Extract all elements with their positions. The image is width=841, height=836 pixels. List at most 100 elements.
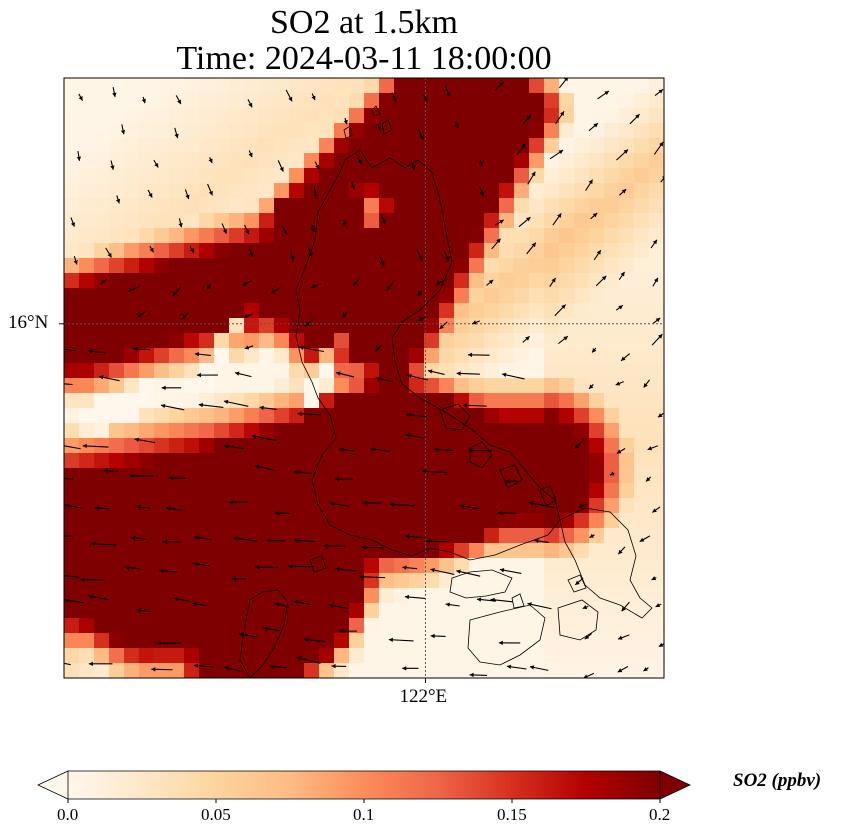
wind-vector [454,121,459,128]
map-frame [63,77,665,679]
wind-vector [90,541,117,547]
wind-vector [522,335,530,343]
wind-vector [248,150,253,158]
wind-vector [469,672,488,678]
wind-vector [172,286,182,297]
wind-vector [270,286,281,294]
wind-vector [64,477,74,480]
wind-vector [76,150,82,161]
wind-vector [156,641,182,646]
wind-vector [352,277,361,287]
wind-vector [265,538,285,543]
wind-vector [255,565,279,570]
coastline-6 [371,105,381,117]
wind-vector [206,284,211,290]
wind-vector [653,141,664,155]
wind-vector [342,220,347,227]
coastline-1 [439,403,471,431]
wind-vector [124,565,141,570]
gridlines [64,78,664,678]
wind-vector [609,471,615,476]
wind-vector [421,469,448,474]
wind-vector [105,247,112,258]
wind-vector [80,577,105,583]
wind-vector [434,447,454,452]
wind-vector [376,124,381,131]
wind-vector [192,601,207,607]
wind-vector [490,597,513,603]
wind-vector [65,503,83,509]
wind-vector [259,405,277,410]
wind-vector [251,434,277,442]
wind-vector [82,443,109,449]
colorbar-tick-label: 0.1 [353,805,375,824]
wind-vector [479,186,485,197]
lon-tick-label: 122°E [399,686,448,707]
wind-vector [629,113,640,125]
wind-vector [593,249,602,261]
wind-vector [189,245,195,253]
wind-vector [417,128,424,141]
wind-vector [655,603,662,608]
wind-vector [664,119,675,126]
wind-vector [357,157,363,165]
wind-vector [136,608,152,613]
wind-vector [574,577,584,586]
wind-vector [110,160,115,170]
wind-vector [141,96,146,104]
coastline-5 [381,119,393,135]
wind-vector [522,114,532,125]
wind-vector [159,568,178,573]
wind-vector [527,171,536,185]
wind-vector [651,576,657,581]
lat-tick-label: 16°N [8,311,49,333]
wind-vector [193,561,211,567]
wind-vector [162,539,182,544]
wind-vector [194,351,211,357]
wind-vector [643,667,649,672]
wind-vector [402,666,419,671]
chart-title: SO2 at 1.5km [270,4,458,41]
wind-vector [311,93,316,101]
wind-vector [64,445,81,450]
wind-vector [175,95,182,105]
wind-vector [534,538,549,544]
wind-vector [375,376,393,383]
wind-vector [456,569,481,577]
wind-vector [494,81,504,91]
wind-vector [120,124,126,135]
wind-vector [151,667,173,672]
wind-vector [657,412,664,418]
wind-vector [310,283,322,289]
wind-vector [370,447,391,453]
wind-vector [293,599,312,606]
colorbar-gradient [68,771,660,799]
coastline-15 [567,574,587,593]
wind-vector [241,280,253,286]
wind-vector [652,277,659,287]
wind-vector [263,626,280,632]
wind-vector [207,183,213,196]
wind-vector [386,281,395,291]
wind-vector [343,117,348,125]
wind-vector [194,535,213,541]
wind-vector [228,499,248,505]
wind-vector [310,224,316,233]
wind-vector [247,99,253,108]
wind-vector [577,503,587,508]
wind-vector [314,161,320,170]
coastline-4 [539,485,557,507]
wind-vector [223,444,244,450]
wind-vector [73,255,78,265]
wind-vector [380,213,386,225]
wind-vector [88,594,109,601]
wind-vector [478,160,483,167]
wind-vector [244,224,250,235]
wind-vector [168,475,186,481]
wind-vector [224,665,242,672]
wind-vector [443,250,450,262]
wind-vector [361,545,385,550]
wind-vector [616,149,629,161]
wind-vector [313,186,318,199]
wind-vector [281,225,288,235]
